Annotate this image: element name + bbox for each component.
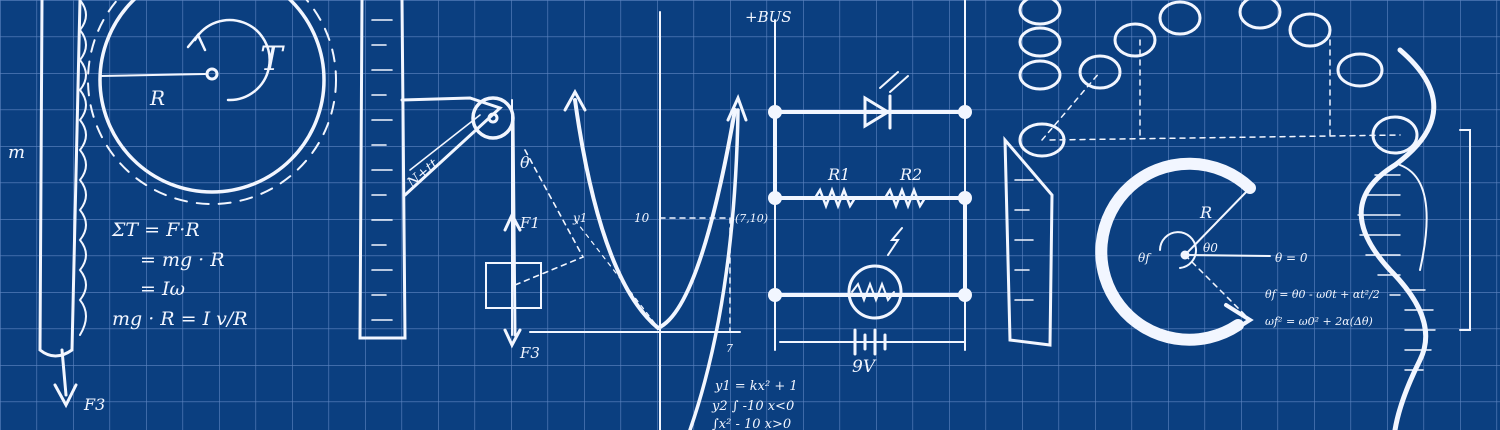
letter-h-pulley-drawing bbox=[358, 0, 585, 349]
letter-s-wave-drawing bbox=[1357, 47, 1471, 430]
torque-equation-3: = Iω bbox=[140, 278, 185, 300]
letter-p-gear-drawing bbox=[38, 0, 337, 409]
omega-equation: ωf² = ω0² + 2α(Δθ) bbox=[1265, 315, 1373, 328]
torque-equation-4: mg · R = I v/R bbox=[112, 308, 248, 330]
circle-radius-label: R bbox=[1199, 203, 1212, 222]
torque-label: T bbox=[260, 39, 285, 79]
letter-c-rotation-drawing bbox=[1095, 157, 1271, 346]
ray-y1-label: y1 bbox=[572, 211, 587, 225]
point-7-10-label: (7,10) bbox=[735, 212, 768, 225]
force-f3-mid-label: F3 bbox=[519, 344, 540, 362]
letter-s-circuit-drawing bbox=[768, 0, 972, 356]
torque-equation-2: = mg · R bbox=[140, 249, 225, 271]
theta0-label: θ0 bbox=[1203, 241, 1218, 255]
equation-y1: y1 = kx² + 1 bbox=[714, 379, 798, 394]
theta-equation: θf = θ0 - ω0t + αt²/2 bbox=[1265, 288, 1380, 301]
resistor-r1-label: R1 bbox=[827, 165, 850, 184]
equation-y3: ∫x² - 10 x>0 bbox=[712, 417, 791, 430]
letter-i-drawing bbox=[1003, 0, 1419, 347]
theta-zero-label: θ = 0 bbox=[1275, 251, 1308, 265]
bus-label: +BUS bbox=[745, 8, 792, 26]
torque-equation-1: ΣT = F·R bbox=[111, 219, 200, 241]
tick-7-label: 7 bbox=[726, 342, 733, 355]
equation-y2: y2 ∫ -10 x<0 bbox=[711, 399, 794, 414]
letter-y-graph-drawing bbox=[529, 11, 748, 430]
angle-theta-label: θ bbox=[520, 153, 530, 172]
force-f1-label: F1 bbox=[519, 214, 540, 232]
battery-label: 9V bbox=[852, 357, 877, 377]
mass-label: m bbox=[8, 142, 25, 163]
gear-radius-label: R bbox=[149, 86, 165, 110]
resistor-r2-label: R2 bbox=[899, 165, 922, 184]
force-f3-left-label: F3 bbox=[83, 395, 105, 414]
theta-f-label: θf bbox=[1138, 251, 1152, 265]
tick-10-label: 10 bbox=[634, 211, 650, 225]
